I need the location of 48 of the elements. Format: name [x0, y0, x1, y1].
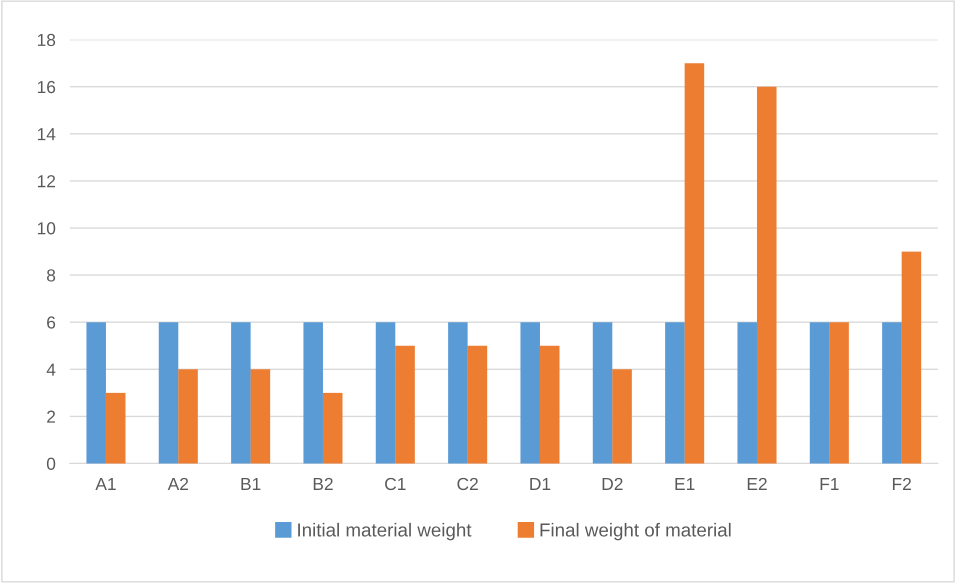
- y-tick-label: 4: [46, 364, 56, 376]
- bar: [810, 322, 830, 464]
- bar: [592, 322, 612, 464]
- x-tick-label: D1: [530, 478, 550, 490]
- y-tick-label: 12: [38, 175, 56, 188]
- y-tick-label: 10: [38, 222, 56, 234]
- y-tick-label: 8: [47, 269, 56, 282]
- y-tick-label: 6: [47, 316, 56, 329]
- bar: [322, 392, 342, 464]
- bar: [882, 322, 902, 464]
- x-tick-label: A2: [168, 478, 188, 490]
- x-tick-label: B1: [241, 478, 260, 490]
- bar: [231, 322, 251, 464]
- x-tick-label: B2: [314, 478, 333, 490]
- bar: [303, 322, 323, 464]
- bar: [756, 86, 777, 464]
- bar: [158, 322, 178, 464]
- legend-label: Final weight of material: [540, 522, 731, 540]
- bar: [468, 346, 488, 464]
- bar: [395, 346, 415, 464]
- bar: [540, 346, 560, 464]
- y-tick-label: 14: [38, 128, 56, 140]
- y-tick-label: 16: [38, 80, 56, 94]
- bar: [86, 322, 106, 464]
- y-tick-label: 2: [47, 410, 56, 423]
- x-tick-label: A1: [95, 478, 116, 490]
- bar: [448, 322, 468, 464]
- bar: [178, 369, 198, 464]
- bar: [829, 322, 849, 464]
- bar: [520, 322, 540, 464]
- bar: [665, 322, 685, 464]
- x-tick-label: C2: [457, 478, 478, 490]
- y-tick-label: 0: [46, 458, 56, 470]
- x-tick-label: F1: [820, 478, 839, 490]
- bar: [612, 369, 632, 464]
- bar: [902, 252, 922, 464]
- bar: [684, 63, 704, 464]
- bar: [106, 392, 126, 464]
- legend-label: Initial material weight: [298, 522, 472, 540]
- y-tick-label: 18: [38, 34, 56, 46]
- x-tick-label: E1: [675, 478, 694, 490]
- bar: [250, 369, 270, 464]
- x-tick-label: C1: [385, 478, 406, 490]
- bar: [376, 322, 396, 464]
- x-tick-label: F2: [892, 478, 911, 490]
- x-tick-label: E2: [748, 478, 767, 490]
- bar: [737, 322, 757, 464]
- x-tick-label: D2: [602, 478, 623, 490]
